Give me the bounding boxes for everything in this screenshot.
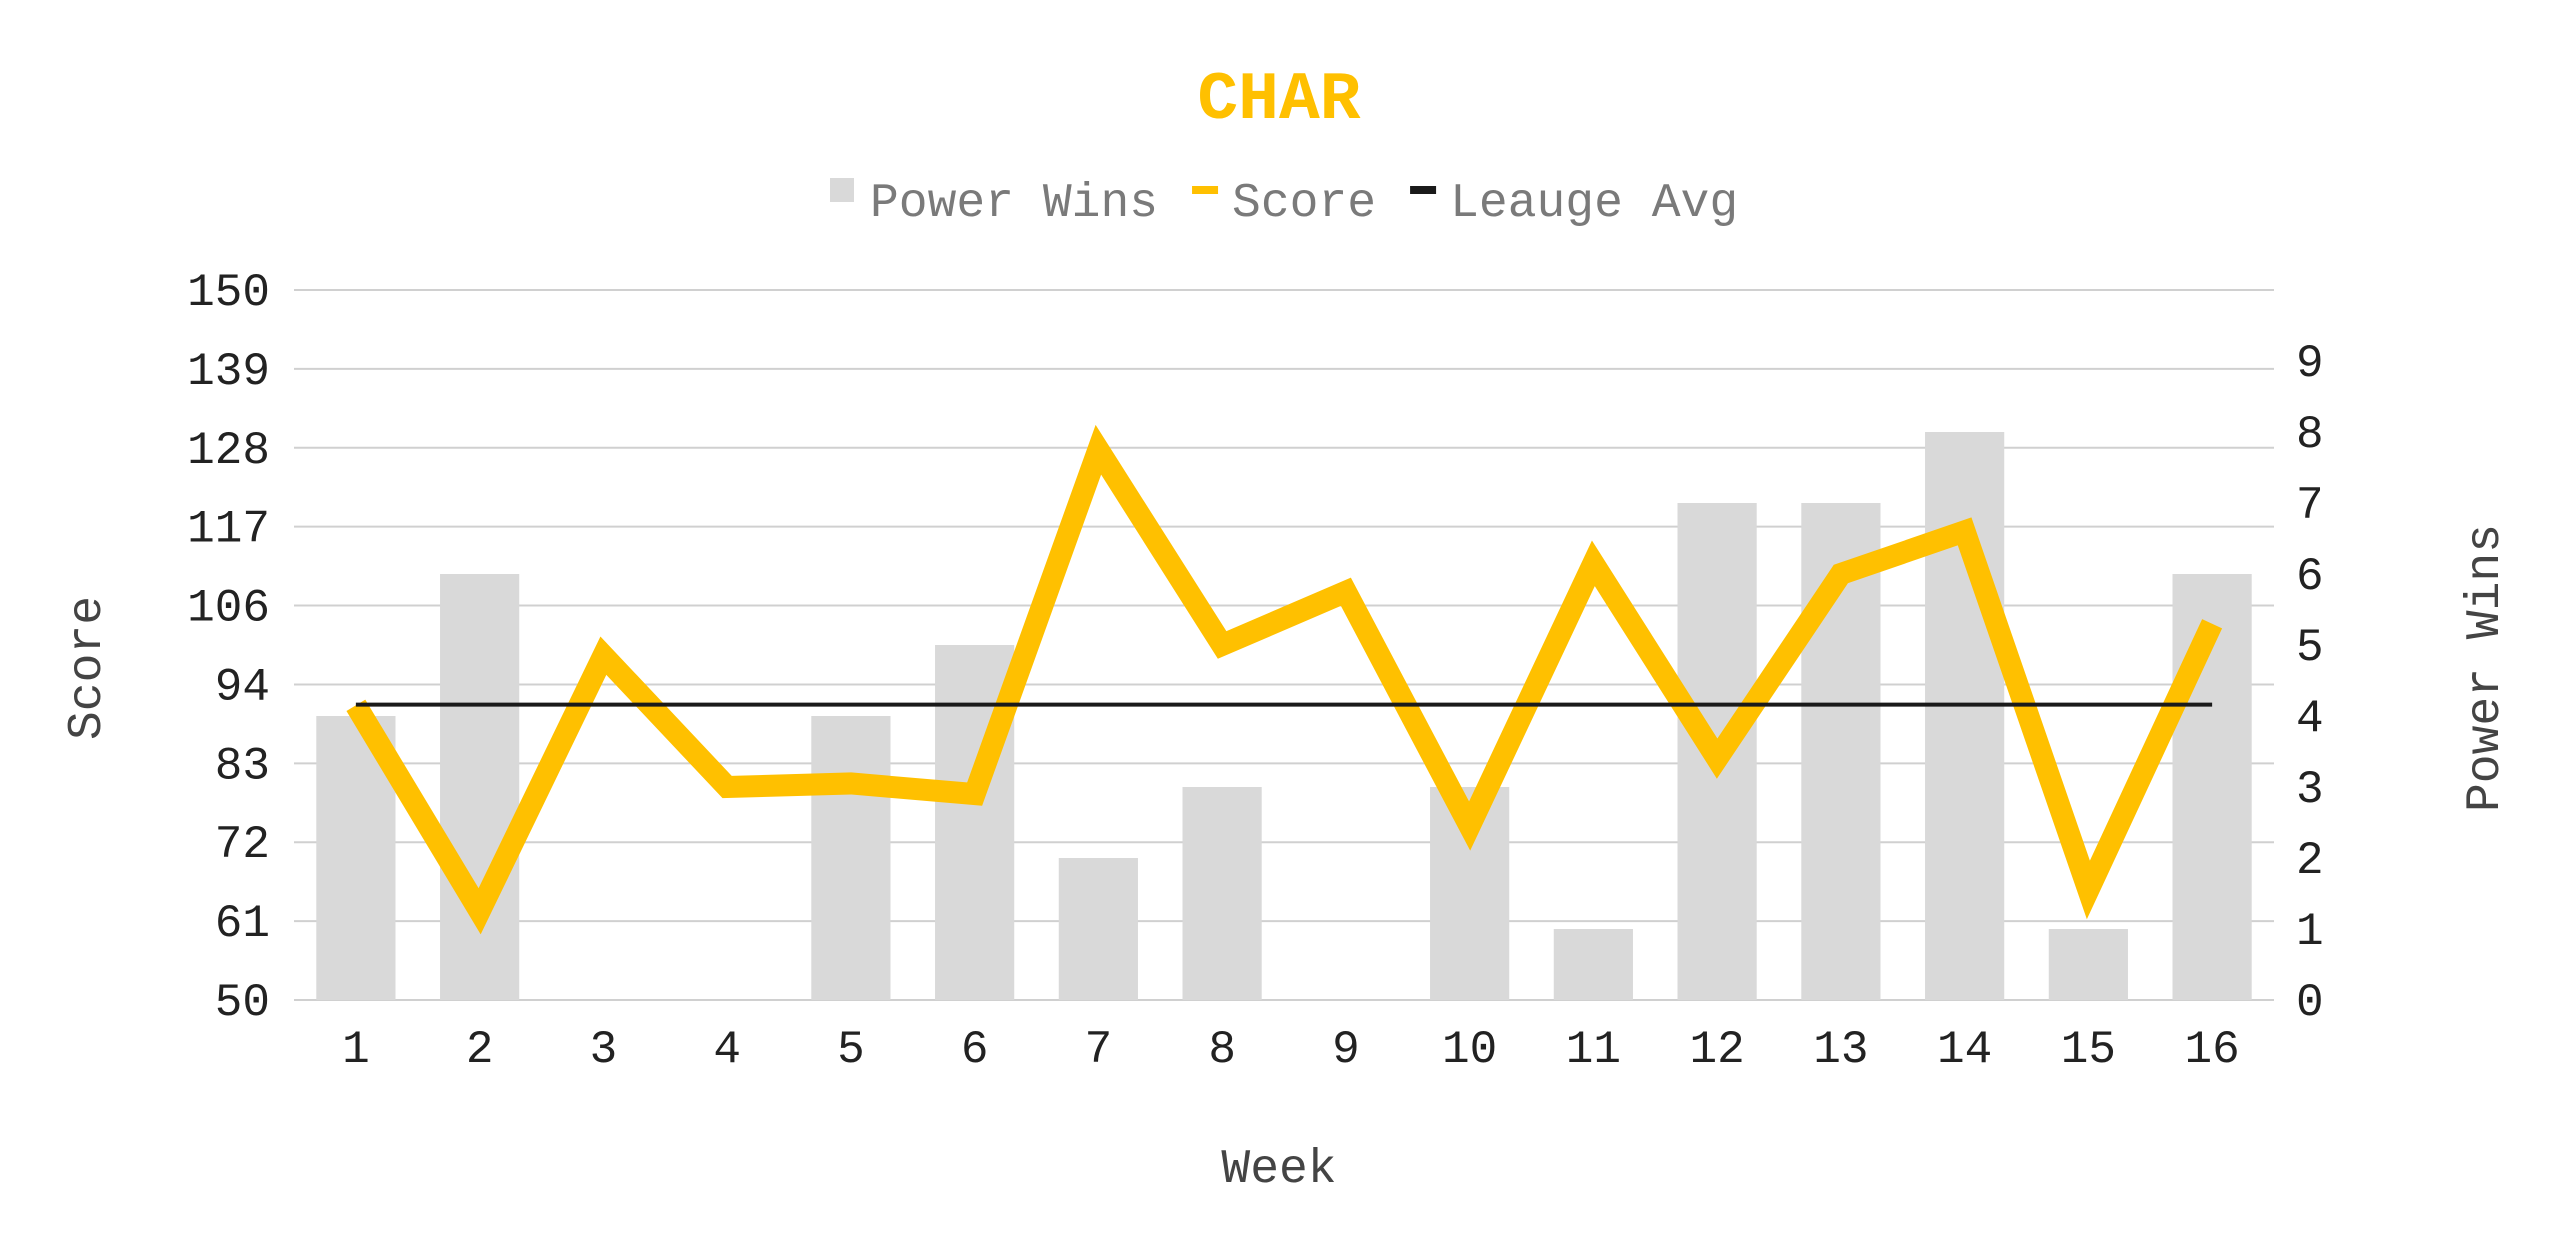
x-tick-label: 8 xyxy=(1208,1024,1236,1076)
legend-label-score: Score xyxy=(1232,177,1376,231)
x-tick-label: 15 xyxy=(2061,1024,2116,1076)
x-tick-label: 2 xyxy=(466,1024,494,1076)
y-tick-label: 139 xyxy=(187,346,270,398)
legend-label-leauge-avg: Leauge Avg xyxy=(1450,177,1738,231)
y-tick-label: 117 xyxy=(187,504,270,556)
y-tick-label: 150 xyxy=(187,267,270,319)
legend-swatch-leauge-avg xyxy=(1410,186,1437,194)
y-tick-label: 94 xyxy=(215,661,270,713)
chart-title: CHAR xyxy=(1197,62,1360,139)
y2-tick-label: 5 xyxy=(2296,622,2324,674)
x-tick-label: 5 xyxy=(837,1024,865,1076)
y2-tick-label: 3 xyxy=(2296,764,2324,816)
y2-tick-label: 8 xyxy=(2296,409,2324,461)
y-tick-label: 50 xyxy=(215,977,270,1029)
lines xyxy=(346,424,2223,935)
y2-tick-label: 7 xyxy=(2296,480,2324,532)
y-tick-label: 83 xyxy=(215,740,270,792)
power-wins-bar xyxy=(2048,929,2128,1000)
legend: Power Wins Score Leauge Avg xyxy=(830,177,1738,231)
x-tick-label: 4 xyxy=(713,1024,741,1076)
power-wins-bar xyxy=(1553,929,1633,1000)
y2-tick-label: 6 xyxy=(2296,551,2324,603)
x-tick-label: 9 xyxy=(1332,1024,1360,1076)
y2-tick-label: 2 xyxy=(2296,835,2324,887)
x-tick-label: 14 xyxy=(1937,1024,1992,1076)
x-tick-label: 1 xyxy=(342,1024,370,1076)
x-tick-label: 11 xyxy=(1566,1024,1621,1076)
power-wins-bar xyxy=(1182,787,1262,1000)
y-tick-label: 61 xyxy=(215,898,270,950)
x-tick-label: 6 xyxy=(961,1024,989,1076)
y2-tick-label: 4 xyxy=(2296,693,2324,745)
x-tick-label: 12 xyxy=(1690,1024,1745,1076)
y-tick-label: 106 xyxy=(187,583,270,635)
legend-swatch-score xyxy=(1192,186,1219,194)
power-wins-bar xyxy=(1058,858,1138,1000)
y2-tick-label: 1 xyxy=(2296,906,2324,958)
legend-label-power-wins: Power Wins xyxy=(870,177,1158,231)
x-tick-label: 16 xyxy=(2185,1024,2240,1076)
y2-tick-label: 0 xyxy=(2296,977,2324,1029)
y2-tick-label: 9 xyxy=(2296,338,2324,390)
x-tick-label: 3 xyxy=(590,1024,618,1076)
y2-axis-title: Power Wins xyxy=(2459,524,2513,812)
x-tick-label: 10 xyxy=(1442,1024,1497,1076)
power-wins-bar xyxy=(440,574,520,1000)
legend-swatch-power-wins xyxy=(830,178,854,202)
x-tick-label: 7 xyxy=(1085,1024,1113,1076)
x-axis-title: Week xyxy=(1221,1143,1336,1197)
power-wins-bar xyxy=(811,716,891,1000)
score-line xyxy=(346,424,2223,935)
power-wins-bars xyxy=(316,432,2252,1000)
y-axis-title: Score xyxy=(61,596,115,740)
y-tick-label: 72 xyxy=(215,819,270,871)
y-tick-label: 128 xyxy=(187,425,270,477)
power-wins-bar xyxy=(1925,432,2005,1000)
x-tick-label: 13 xyxy=(1813,1024,1868,1076)
